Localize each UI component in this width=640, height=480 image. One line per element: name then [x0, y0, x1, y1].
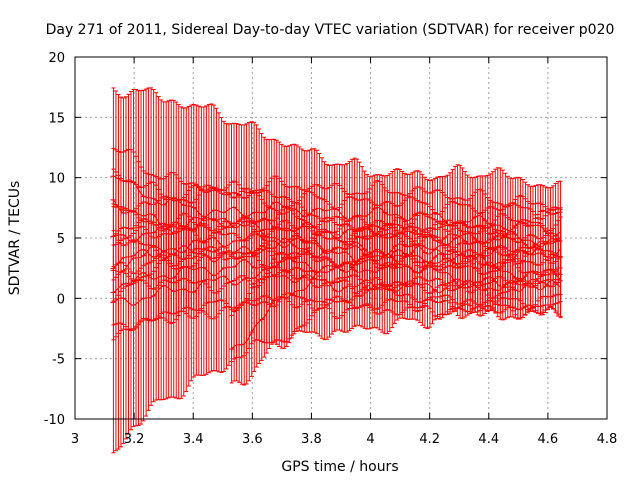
series-line	[113, 216, 561, 248]
x-tick-label: 3.2	[124, 432, 145, 447]
chart-title: Day 271 of 2011, Sidereal Day-to-day VTE…	[46, 22, 615, 38]
x-tick-label: 3.4	[183, 432, 204, 447]
x-tick-label: 3	[71, 432, 79, 447]
x-tick-label: 4.2	[419, 432, 440, 447]
axis-ticks: 3 3.2 3.4 3.6 3.8 4 4.2 4.4 4.6 4.8 -10 -5 0 5 10 15 20	[44, 51, 618, 447]
series-sat-h	[110, 184, 563, 276]
y-axis-label: SDTVAR / TECUs	[7, 181, 23, 296]
data-point	[228, 346, 235, 353]
x-axis-label: GPS time / hours	[281, 459, 398, 475]
x-tick-label: 3.6	[242, 432, 263, 447]
y-tick-label: -5	[52, 353, 65, 368]
y-tick-label: -10	[44, 413, 65, 428]
y-tick-label: 5	[57, 232, 65, 247]
x-tick-label: 4.6	[538, 432, 559, 447]
y-tick-label: 0	[57, 292, 65, 307]
y-tick-label: 20	[48, 51, 65, 66]
y-tick-label: 10	[48, 172, 65, 187]
x-tick-label: 4.4	[478, 432, 499, 447]
x-tick-label: 4.8	[597, 432, 618, 447]
x-tick-label: 4	[366, 432, 374, 447]
x-tick-label: 3.8	[301, 432, 322, 447]
y-tick-label: 15	[48, 111, 65, 126]
error-bar-series	[110, 87, 563, 454]
